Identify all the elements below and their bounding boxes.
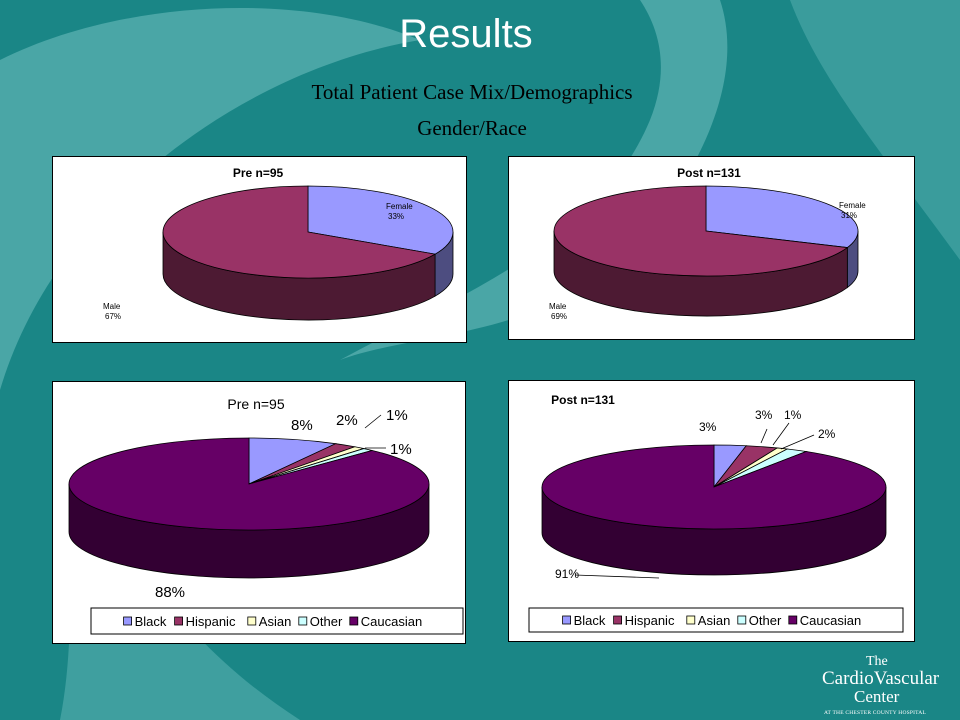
slice-label-asian: 1% <box>784 408 802 422</box>
slice-label-female: 31% <box>841 211 857 220</box>
legend-label-other: Other <box>310 614 343 629</box>
leader-line-asian <box>364 414 382 429</box>
legend-swatch-caucasian <box>349 616 359 626</box>
legend-label-other: Other <box>749 613 782 628</box>
chart-title: Post n=131 <box>551 393 615 407</box>
logo: The CardioVascular Center AT THE CHESTER… <box>816 654 956 718</box>
slice-label-other: 2% <box>818 427 836 441</box>
slice-name-male: Male <box>549 302 567 311</box>
logo-line-1: The <box>866 654 888 669</box>
legend-label-caucasian: Caucasian <box>800 613 861 628</box>
leader-line-caucasian <box>574 574 660 579</box>
legend-swatch-other <box>298 616 308 626</box>
slice-label-male: 67% <box>105 312 121 321</box>
logo-line-2: CardioVascular <box>822 668 940 689</box>
legend-label-asian: Asian <box>698 613 731 628</box>
legend-swatch-asian <box>247 616 257 626</box>
pie-slice-caucasian <box>68 437 430 531</box>
slide-title: Results <box>399 12 533 56</box>
gender-pre-chart: Pre n=95 Female 33% Male 67% <box>52 156 467 343</box>
leader-line-hispanic <box>760 428 768 444</box>
legend-box <box>528 607 904 633</box>
legend-swatch-hispanic <box>174 616 183 626</box>
pie-slice-female <box>307 185 454 255</box>
legend-swatch-black <box>123 616 132 626</box>
legend-swatch-other <box>737 615 747 625</box>
logo-line-4: AT THE CHESTER COUNTY HOSPITAL <box>824 710 927 716</box>
gender-post-chart: Post n=131 Female 31% Male 69% <box>508 156 915 340</box>
chart-legend: Black Hispanic Asian Other Caucasian <box>90 607 464 635</box>
slice-label-black: 8% <box>291 417 313 434</box>
slice-label-caucasian: 88% <box>155 584 185 601</box>
slice-name-female: Female <box>386 202 413 211</box>
pie-slice-female <box>705 185 859 248</box>
chart-legend: Black Hispanic Asian Other Caucasian <box>528 607 904 633</box>
legend-label-hispanic: Hispanic <box>186 614 236 629</box>
leader-line-asian <box>772 422 790 446</box>
legend-label-asian: Asian <box>259 614 292 629</box>
pie-slice-black <box>248 437 338 485</box>
slice-name-male: Male <box>103 302 121 311</box>
legend-label-black: Black <box>574 613 606 628</box>
chart-title: Pre n=95 <box>227 396 284 412</box>
race-pre-chart: Pre n=95 8% 2% 1% 1% 88% Black Hispanic Asian Oth… <box>52 381 466 644</box>
race-post-chart: Post n=131 3% 3% 1% 2% 91% Black Hispanic Asian O… <box>508 380 915 642</box>
legend-label-caucasian: Caucasian <box>361 614 422 629</box>
slice-label-female: 33% <box>388 212 404 221</box>
slice-name-female: Female <box>839 201 866 210</box>
slice-label-hispanic: 3% <box>755 408 773 422</box>
legend-swatch-caucasian <box>788 615 798 625</box>
legend-label-hispanic: Hispanic <box>625 613 675 628</box>
legend-label-black: Black <box>135 614 167 629</box>
chart-title: Post n=131 <box>677 166 741 180</box>
chart-title: Pre n=95 <box>233 166 284 180</box>
logo-line-3: Center <box>854 687 900 706</box>
slide-subtitle: Total Patient Case Mix/Demographics <box>311 80 633 104</box>
legend-swatch-hispanic <box>613 615 622 625</box>
slice-label-hispanic: 2% <box>336 412 358 429</box>
legend-box <box>90 607 464 635</box>
slide-subtitle-2: Gender/Race <box>417 116 527 140</box>
pie-slice-male <box>162 185 437 279</box>
slice-label-male: 69% <box>551 312 567 321</box>
pie-slice-male <box>553 185 849 277</box>
slice-label-asian: 1% <box>386 407 408 424</box>
slice-label-other: 1% <box>390 441 412 458</box>
slice-label-caucasian: 91% <box>555 567 579 581</box>
legend-swatch-asian <box>686 615 696 625</box>
leader-line-other <box>780 434 815 450</box>
pie-slice-caucasian <box>541 444 887 530</box>
slice-label-black: 3% <box>699 420 717 434</box>
legend-swatch-black <box>562 615 571 625</box>
